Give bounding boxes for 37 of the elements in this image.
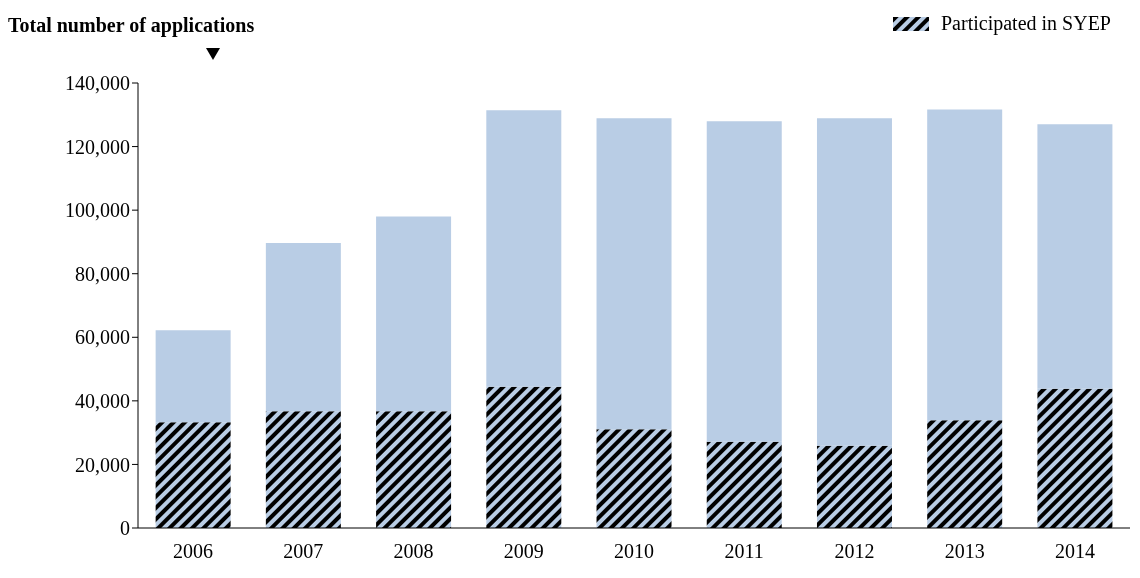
bar — [596, 118, 672, 430]
x-tick-label: 2010 — [614, 540, 654, 563]
bar — [927, 420, 1003, 528]
bar — [155, 422, 231, 528]
y-tick-label: 100,000 — [65, 199, 130, 222]
x-tick-label: 2013 — [944, 540, 985, 563]
y-tick-label: 40,000 — [75, 389, 130, 412]
bar — [1037, 388, 1113, 528]
x-tick-label: 2006 — [173, 540, 214, 563]
y-tick-label: 80,000 — [75, 262, 130, 285]
y-tick-label: 140,000 — [65, 72, 130, 95]
bar — [706, 121, 782, 442]
x-tick-label: 2009 — [503, 540, 544, 563]
y-tick-label: 0 — [120, 517, 130, 540]
x-tick-label: 2014 — [1054, 540, 1095, 563]
bar — [816, 118, 892, 446]
bar — [706, 441, 782, 528]
legend-label: Participated in SYEP — [941, 12, 1111, 35]
x-tick-label: 2012 — [834, 540, 875, 563]
bar — [376, 216, 452, 412]
bar — [596, 429, 672, 528]
bar — [265, 242, 341, 412]
y-tick-label: 20,000 — [75, 453, 130, 476]
y-axis-title: Total number of applications — [8, 14, 255, 37]
bar — [155, 330, 231, 423]
x-tick-label: 2011 — [724, 540, 764, 563]
bar — [376, 411, 452, 528]
bar — [265, 411, 341, 528]
bar — [816, 445, 892, 528]
x-tick-label: 2007 — [283, 540, 324, 563]
x-tick-label: 2008 — [393, 540, 434, 563]
y-tick-label: 120,000 — [65, 135, 130, 158]
bar — [486, 110, 562, 387]
bar — [1037, 124, 1113, 389]
bar — [927, 109, 1003, 421]
y-tick-label: 60,000 — [75, 326, 130, 349]
bar — [486, 386, 562, 528]
